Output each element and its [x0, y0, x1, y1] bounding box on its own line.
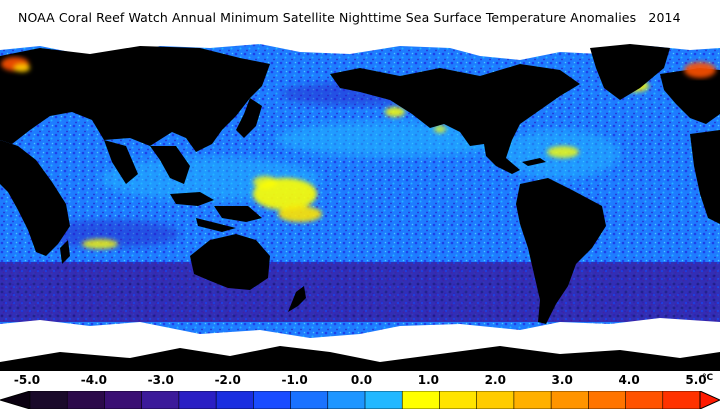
colorbar-segment	[401, 391, 441, 409]
colorbar-segment	[215, 391, 255, 409]
colorbar-left-arrow	[0, 391, 31, 409]
legend-tick-label: 5.0	[685, 373, 707, 387]
colorbar-segment	[662, 391, 701, 409]
colorbar-segment	[625, 391, 664, 409]
legend-tick-label: 0.0	[350, 373, 373, 387]
legend-tick-label: -1.0	[281, 373, 308, 387]
map-title-text: NOAA Coral Reef Watch Annual Minimum Sat…	[18, 10, 637, 25]
colorbar-right-arrow	[699, 391, 720, 409]
colorbar-segment	[550, 391, 590, 409]
colorbar-segment	[29, 391, 69, 409]
legend-tick-label: 1.0	[417, 373, 440, 387]
legend-tick-label: 2.0	[484, 373, 506, 387]
colorbar-segment	[104, 391, 143, 409]
legend-tick-label: -2.0	[214, 373, 241, 387]
legend: -5.0 -4.0 -3.0 -2.0 -1.0 0.0 1.0 2.0 3.0 4.0 5.0 °…	[0, 371, 720, 411]
legend-tick-label: -3.0	[147, 373, 174, 387]
land-masses	[0, 44, 720, 371]
arctic-warm-spots	[1, 57, 716, 78]
legend-tick-label: 3.0	[551, 373, 573, 387]
legend-tick-label: 4.0	[618, 373, 640, 387]
title-bar: NOAA Coral Reef Watch Annual Minimum Sat…	[0, 0, 720, 34]
colorbar-segment	[476, 391, 515, 409]
colorbar-segment	[290, 391, 329, 409]
colorbar-segment	[253, 391, 292, 409]
anomaly-map	[0, 34, 720, 371]
anomaly-map-canvas	[0, 34, 720, 371]
colorbar	[0, 391, 720, 409]
legend-unit: °C	[702, 373, 714, 383]
legend-tick-label: -5.0	[13, 373, 41, 387]
colorbar-segment	[364, 391, 404, 409]
legend-tick-label: -4.0	[80, 373, 108, 387]
colorbar-segment	[178, 391, 217, 409]
colorbar-segment	[439, 391, 478, 409]
map-title: NOAA Coral Reef Watch Annual Minimum Sat…	[18, 10, 681, 25]
colorbar-segment	[141, 391, 180, 409]
map-title-year: 2014	[648, 10, 681, 25]
colorbar-segment	[513, 391, 552, 409]
colorbar-segment	[588, 391, 627, 409]
colorbar-segment	[327, 391, 366, 409]
colorbar-segment	[66, 391, 106, 409]
